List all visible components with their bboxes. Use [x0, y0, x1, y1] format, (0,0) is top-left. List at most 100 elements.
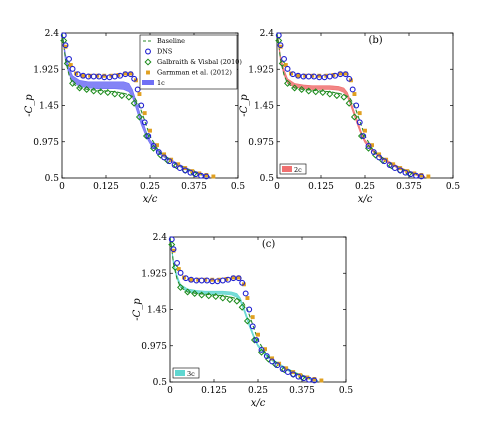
data-point-square [357, 111, 362, 116]
data-point-circle [295, 373, 302, 380]
data-point-circle [311, 377, 318, 384]
x-tick-label: 0.375 [181, 182, 207, 192]
data-point-circle [284, 65, 291, 72]
data-point-circle [111, 73, 118, 80]
data-point-circle [381, 158, 388, 165]
data-point-circle [80, 72, 87, 79]
data-point-circle [360, 133, 367, 139]
data-point-circle [300, 375, 307, 382]
data-point-diamond [333, 92, 341, 100]
data-point-diamond [312, 88, 320, 96]
data-point-diamond [205, 292, 213, 300]
x-tick-label: 0 [274, 182, 280, 192]
data-point-diamond [278, 60, 286, 68]
data-point-circle [198, 172, 204, 179]
chart-panel-0: 0 0.125 0.25 0.375 0.5 0.5 0.975 1.45 1.925 2.4 x/… [24, 29, 245, 205]
data-point-circle [321, 74, 328, 81]
data-point-circle [134, 86, 141, 93]
y-tick-label: 0.975 [33, 138, 59, 148]
panel-label: (b) [368, 35, 382, 46]
data-point-circle [188, 276, 195, 283]
data-point-circle [246, 306, 253, 313]
legend-swatch-circle [145, 48, 151, 55]
data-point-circle [376, 154, 383, 161]
data-point-square [296, 73, 301, 78]
data-point-diamond [104, 89, 112, 97]
data-point-circle [150, 142, 157, 149]
data-point-square [256, 332, 260, 337]
data-point-circle [239, 279, 246, 286]
data-point-circle [161, 154, 168, 161]
y-tick-label: 0.975 [141, 342, 167, 352]
data-point-diamond [212, 293, 220, 301]
data-point-circle [349, 86, 356, 93]
data-point-square [426, 174, 431, 179]
legend-swatch-band [282, 166, 292, 172]
data-point-square [148, 128, 152, 133]
data-point-diamond [319, 89, 327, 97]
data-point-diamond [226, 296, 234, 304]
data-point-circle [235, 275, 242, 282]
legend-swatch-diamond [144, 58, 152, 66]
data-point-circle [60, 32, 67, 39]
data-point-circle [131, 75, 138, 82]
data-point-circle [155, 149, 162, 156]
series-band-3c [170, 241, 319, 382]
legend-box [279, 163, 307, 175]
panel-label: (c) [262, 239, 276, 250]
data-point-square [137, 92, 142, 97]
data-point-circle [289, 71, 296, 78]
legend-box [139, 34, 238, 90]
data-point-square [319, 378, 324, 383]
data-point-diamond [191, 289, 199, 297]
data-point-diamond [284, 79, 292, 87]
data-point-circle [176, 165, 183, 172]
data-point-square [352, 92, 357, 97]
legend-swatch-band [142, 80, 154, 85]
data-point-circle [370, 149, 377, 156]
data-point-diamond [298, 85, 306, 93]
x-axis-label: x/c [358, 194, 373, 205]
series-band-1c [62, 36, 211, 178]
data-point-circle [171, 162, 178, 168]
data-point-circle [242, 290, 249, 297]
x-tick-label: 0.5 [446, 182, 461, 192]
x-tick-label: 0.25 [355, 182, 375, 192]
data-point-diamond [83, 85, 91, 93]
data-point-circle [326, 73, 333, 80]
data-point-circle [62, 42, 69, 49]
y-tick-label: 0.5 [45, 174, 60, 184]
data-point-square [211, 174, 216, 179]
data-point-circle [258, 346, 265, 353]
data-point-diamond [142, 132, 150, 140]
data-point-circle [168, 236, 175, 243]
data-point-circle [187, 169, 194, 176]
series-line-baseline [61, 32, 210, 178]
data-point-circle [295, 72, 302, 79]
data-point-circle [253, 337, 260, 343]
data-point-diamond [111, 90, 119, 98]
data-point-circle [290, 371, 297, 378]
data-point-diamond [184, 288, 192, 296]
y-tick-label: 0.5 [153, 378, 168, 388]
y-tick-label: 2.4 [260, 29, 275, 39]
data-point-diamond [198, 291, 206, 299]
data-point-square [270, 356, 275, 361]
data-point-diamond [340, 93, 348, 101]
series-line-baseline [276, 32, 425, 178]
x-tick-label: 0.5 [231, 182, 246, 192]
x-tick-label: 0 [167, 386, 173, 396]
data-point-circle [214, 278, 221, 285]
legend-entry: 2c [294, 166, 302, 174]
data-point-circle [346, 75, 353, 82]
legend-entry: DNS [157, 48, 172, 56]
data-point-circle [166, 158, 173, 165]
data-point-diamond [63, 60, 71, 68]
data-point-diamond [130, 99, 138, 107]
y-tick-label: 0.975 [248, 138, 274, 148]
data-point-circle [332, 72, 339, 79]
x-tick-label: 0.125 [201, 386, 227, 396]
data-point-circle [192, 171, 199, 178]
